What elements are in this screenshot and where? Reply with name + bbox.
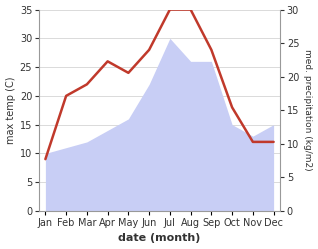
X-axis label: date (month): date (month) (118, 234, 201, 244)
Y-axis label: max temp (C): max temp (C) (5, 76, 16, 144)
Y-axis label: med. precipitation (kg/m2): med. precipitation (kg/m2) (303, 50, 313, 171)
